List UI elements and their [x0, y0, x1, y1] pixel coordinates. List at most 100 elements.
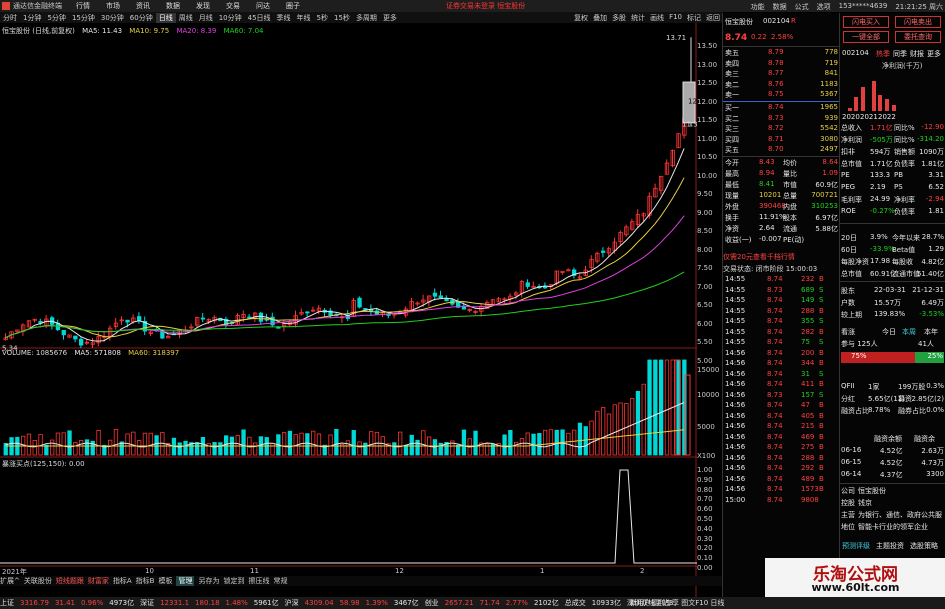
candle-body — [67, 334, 72, 338]
period-tab[interactable]: 年线 — [296, 13, 311, 22]
period-tab[interactable]: 分时 — [3, 13, 17, 22]
period-tab[interactable]: 季线 — [276, 13, 291, 22]
bottom-tab[interactable]: 另存为 — [198, 577, 220, 585]
menu-options[interactable]: 选项 — [816, 3, 831, 11]
rp-tab[interactable]: 热季 — [876, 50, 890, 58]
rp-tab[interactable]: 同季 — [893, 50, 907, 58]
volume-bar — [519, 438, 525, 456]
holder-value: -3.53% — [919, 310, 944, 318]
period-tab[interactable]: 多周期 — [355, 13, 377, 22]
bottom-tab[interactable]: 常规 — [273, 577, 288, 585]
period-tab[interactable]: 5分钟 — [47, 13, 66, 22]
vote-week[interactable]: 本周 — [902, 328, 916, 336]
period-tab[interactable]: 5秒 — [316, 13, 329, 22]
toolbar-action[interactable]: F10 — [669, 13, 682, 21]
candle-body — [194, 317, 200, 326]
rp-link[interactable]: 选股策略 — [910, 542, 938, 550]
rp-link[interactable]: 预测评级 — [842, 542, 870, 550]
bottom-tab[interactable]: 锁定到 — [223, 577, 245, 585]
login-promo[interactable]: 证券交易未登录 恒宝股份 — [446, 2, 526, 10]
volume-bar — [194, 442, 200, 456]
bottom-tab[interactable]: 指标B — [135, 577, 155, 585]
toolbar-action[interactable]: 标记 — [687, 14, 701, 22]
menu-news[interactable]: 资讯 — [136, 2, 150, 10]
stat-row: 收益(一) -0.007 PE(动) — [723, 235, 840, 245]
toolbar-action[interactable]: 统计 — [631, 14, 646, 22]
tick-time: 14:56 — [725, 369, 746, 378]
menu-data2[interactable]: 数据 — [772, 3, 787, 11]
bottom-tab[interactable]: 模板 — [158, 577, 173, 585]
stat-label: PE(动) — [783, 236, 805, 244]
menu-circle[interactable]: 圈子 — [286, 2, 300, 10]
bottom-tab[interactable]: 指标A — [112, 577, 132, 585]
candle-body — [252, 312, 258, 319]
bottom-tab[interactable]: 关联股份 — [23, 577, 52, 585]
holder-row: 户数 15.57万 6.49万 — [840, 298, 945, 308]
menu-formula[interactable]: 公式 — [794, 3, 809, 11]
volume-bar — [281, 432, 287, 456]
rp-link[interactable]: 主题投资 — [876, 542, 904, 550]
period-tab[interactable]: 周线 — [178, 13, 193, 22]
period-tab[interactable]: 日线 — [155, 12, 176, 23]
tick-volume: 288 — [801, 306, 815, 315]
bottom-tab[interactable]: 财富家 — [87, 577, 109, 585]
bid-volume: 2497 — [820, 145, 838, 153]
toolbar-action[interactable]: 返回 — [706, 14, 720, 22]
menu-data[interactable]: 数据 — [166, 2, 180, 10]
toolbar-action[interactable]: 叠加 — [593, 14, 608, 22]
misc-label: 分红 — [841, 395, 855, 403]
bottom-tab[interactable]: 擦压线 — [248, 577, 270, 585]
level2-ad[interactable]: 仅需20元查看千档行情 — [723, 253, 795, 261]
toolbar-action[interactable]: 画线 — [650, 14, 665, 22]
vote-year[interactable]: 本年 — [924, 328, 938, 336]
period-tab[interactable]: 30分钟 — [100, 13, 124, 22]
tick-time: 14:55 — [725, 327, 746, 336]
margin-row: 06-14 4.37亿 3300 — [840, 470, 945, 480]
trade-button[interactable]: 闪电买入 — [843, 16, 889, 28]
bottom-tab[interactable]: 扩展^ — [0, 577, 20, 585]
period-tab[interactable]: 1分钟 — [23, 13, 42, 22]
bottom-tab[interactable]: 管理 — [176, 576, 195, 586]
menu-discover[interactable]: 发现 — [196, 2, 210, 10]
trade-button[interactable]: 一键全部 — [843, 31, 889, 43]
menu-function[interactable]: 功能 — [750, 3, 765, 11]
volume-bar — [461, 429, 467, 456]
status-promo[interactable]: 新用户福利专享 图文F10 日线 — [630, 599, 725, 607]
candle-body — [316, 307, 322, 312]
period-tab[interactable]: 15秒 — [334, 13, 350, 22]
volume-bar — [397, 431, 403, 456]
vote-today[interactable]: 今日 — [882, 328, 896, 336]
volume-bar — [235, 435, 240, 456]
volume-bar — [589, 420, 594, 456]
ma60-label: MA60: 7.04 — [223, 27, 264, 35]
stat-label: 净资 — [725, 225, 739, 233]
period-tab[interactable]: 10分钟 — [218, 13, 242, 22]
trade-button[interactable]: 委托查询 — [895, 31, 941, 43]
menu-trade[interactable]: 交易 — [226, 2, 240, 10]
toolbar-action[interactable]: 多股 — [612, 14, 627, 22]
candle-body — [79, 338, 84, 346]
toolbar-action[interactable]: 复权 — [574, 14, 589, 22]
menu-exchange[interactable]: 市场 — [106, 2, 120, 10]
user-account[interactable]: 153*****4639 — [838, 2, 888, 10]
period-tab[interactable]: 更多 — [382, 13, 397, 22]
rp-tab[interactable]: 财报 — [910, 50, 924, 58]
period-tab[interactable]: 月线 — [198, 13, 213, 22]
bottom-tab[interactable]: 短线题跟 — [55, 577, 84, 585]
volume-bar — [484, 443, 490, 456]
period-tab[interactable]: 45日线 — [247, 13, 271, 22]
menu-market[interactable]: 行情 — [76, 2, 90, 10]
volume-bar — [270, 442, 275, 456]
perf-value: 51.40亿 — [916, 270, 944, 278]
rp-tab[interactable]: 更多 — [927, 50, 941, 58]
menu-ask[interactable]: 问达 — [256, 2, 270, 10]
period-tab[interactable]: 60分钟 — [129, 13, 153, 22]
volume-title: VOLUME: 1085676 — [2, 349, 68, 357]
margin-col: 融资余 — [914, 435, 935, 443]
price-tick: 9.00 — [697, 208, 713, 217]
trade-button[interactable]: 闪电卖出 — [895, 16, 941, 28]
bid-volume: 939 — [824, 113, 838, 122]
period-tab[interactable]: 15分钟 — [71, 13, 95, 22]
indicator-tick: 0.40 — [697, 524, 713, 533]
